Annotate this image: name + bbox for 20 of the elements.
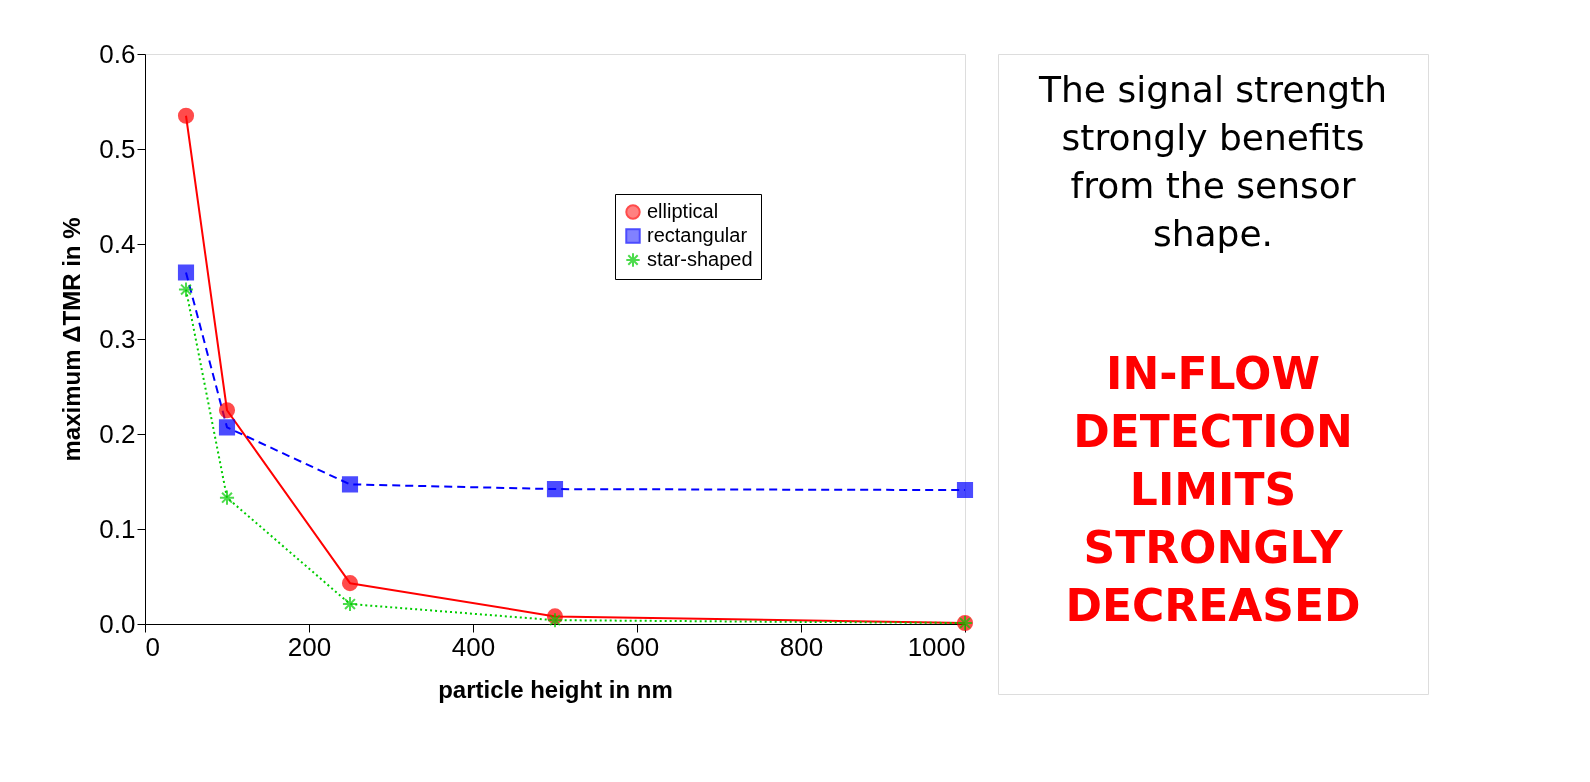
legend-label: star-shaped	[647, 248, 753, 270]
y-tick-label: 0.0	[99, 608, 136, 639]
x-tick-label: 800	[779, 631, 824, 662]
y-axis-title: maximum ΔTMR in %	[58, 217, 86, 462]
y-tick-label: 0.4	[99, 228, 136, 259]
y-tick-label: 0.6	[99, 38, 136, 69]
y-tick-label: 0.3	[99, 323, 136, 354]
text: The signal strength strongly benefits from the sensor shape.	[1038, 69, 1387, 254]
x-tick-label: 600	[615, 631, 660, 662]
y-tick-label: 0.5	[99, 133, 136, 164]
x-tick-label: 1000	[907, 631, 966, 662]
y-tick-label: 0.2	[99, 418, 136, 449]
x-axis-title: particle height in nm	[438, 675, 673, 703]
text: IN-FLOW DETECTION LIMITS STRONGLY DECREASED	[1065, 348, 1361, 631]
x-tick-label: 0	[145, 631, 160, 662]
y-tick-label: 0.1	[99, 513, 136, 544]
x-tick-label: 400	[451, 631, 496, 662]
legend-label: rectangular	[647, 224, 748, 246]
legend-label: elliptical	[647, 200, 719, 222]
x-tick-label: 200	[287, 631, 332, 662]
